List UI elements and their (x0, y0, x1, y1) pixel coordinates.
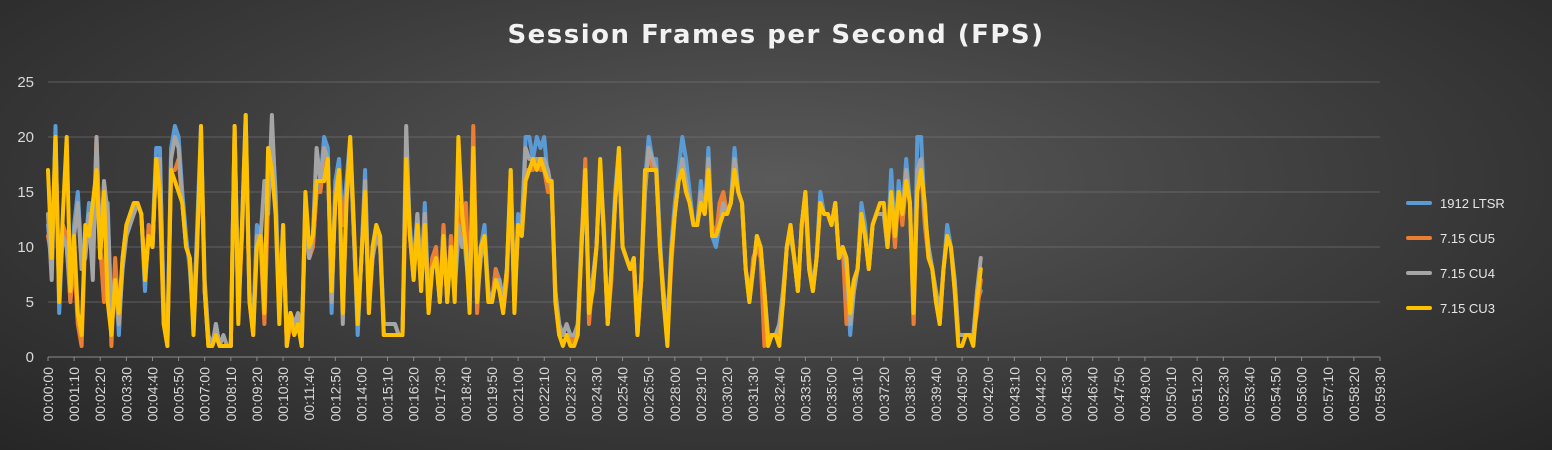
x-tick-label: 00:28:00 (667, 367, 683, 422)
x-tick-label: 00:19:50 (484, 367, 500, 422)
x-tick-label: 00:49:00 (1137, 367, 1153, 422)
x-tick-label: 00:59:30 (1372, 367, 1388, 422)
y-tick-label: 20 (17, 129, 34, 146)
x-tick-label: 00:51:20 (1189, 367, 1205, 422)
x-tick-label: 00:05:50 (171, 367, 187, 422)
x-tick-label: 00:21:00 (510, 367, 526, 422)
x-tick-label: 00:30:20 (719, 367, 735, 422)
x-tick-label: 00:56:00 (1294, 367, 1310, 422)
x-tick-label: 00:33:50 (797, 367, 813, 422)
x-tick-label: 00:25:40 (615, 367, 631, 422)
y-tick-label: 25 (17, 74, 34, 91)
y-tick-label: 0 (26, 349, 34, 366)
x-tick-label: 00:58:20 (1346, 367, 1362, 422)
x-tick-label: 00:14:00 (353, 367, 369, 422)
chart-title: Session Frames per Second (FPS) (507, 20, 1045, 50)
x-tick-label: 00:11:40 (301, 367, 317, 421)
x-tick-label: 00:31:30 (745, 367, 761, 422)
x-tick-label: 00:40:50 (954, 367, 970, 422)
x-tick-label: 00:26:50 (641, 367, 657, 422)
legend-label-3: 7.15 CU3 (1440, 301, 1495, 316)
x-tick-label: 00:07:00 (197, 367, 213, 422)
x-tick-label: 00:42:00 (980, 367, 996, 422)
x-tick-label: 00:47:50 (1111, 367, 1127, 422)
x-tick-label: 00:24:30 (588, 367, 604, 422)
x-tick-label: 00:08:10 (223, 367, 239, 422)
x-tick-label: 00:57:10 (1320, 367, 1336, 422)
x-tick-label: 00:29:10 (693, 367, 709, 422)
legend-label-0: 1912 LTSR (1440, 196, 1505, 211)
x-tick-label: 00:09:20 (249, 367, 265, 422)
x-tick-label: 00:46:40 (1085, 367, 1101, 422)
x-tick-label: 00:10:30 (275, 367, 291, 422)
x-tick-label: 00:32:40 (771, 367, 787, 422)
y-tick-label: 10 (17, 239, 34, 256)
x-tick-label: 00:12:50 (327, 367, 343, 422)
x-tick-label: 00:23:20 (562, 367, 578, 422)
x-tick-label: 00:02:20 (92, 367, 108, 422)
x-tick-label: 00:03:30 (118, 367, 134, 422)
x-tick-label: 00:38:30 (902, 367, 918, 422)
x-tick-label: 00:35:00 (824, 367, 840, 422)
x-tick-label: 00:45:30 (1059, 367, 1075, 422)
series-line-3 (46, 113, 983, 348)
x-tick-label: 00:17:30 (432, 367, 448, 422)
legend-label-1: 7.15 CU5 (1440, 231, 1495, 246)
x-tick-label: 00:15:10 (380, 367, 396, 422)
x-tick-label: 00:43:10 (1006, 367, 1022, 422)
x-tick-label: 00:00:00 (40, 367, 56, 422)
x-tick-label: 00:01:10 (66, 367, 82, 422)
x-tick-label: 00:18:40 (458, 367, 474, 422)
x-tick-label: 00:44:20 (1032, 367, 1048, 422)
x-tick-label: 00:22:10 (536, 367, 552, 422)
y-tick-label: 15 (17, 184, 34, 201)
x-tick-label: 00:36:10 (850, 367, 866, 422)
legend-label-2: 7.15 CU4 (1440, 266, 1495, 281)
x-tick-label: 00:52:30 (1215, 367, 1231, 422)
x-tick-label: 00:54:50 (1268, 367, 1284, 422)
x-tick-label: 00:04:40 (144, 367, 160, 422)
x-tick-label: 00:37:20 (876, 367, 892, 422)
x-tick-label: 00:39:40 (928, 367, 944, 422)
x-tick-label: 00:53:40 (1241, 367, 1257, 422)
y-tick-label: 5 (26, 294, 34, 311)
x-tick-label: 00:16:20 (406, 367, 422, 422)
x-tick-label: 00:50:10 (1163, 367, 1179, 422)
